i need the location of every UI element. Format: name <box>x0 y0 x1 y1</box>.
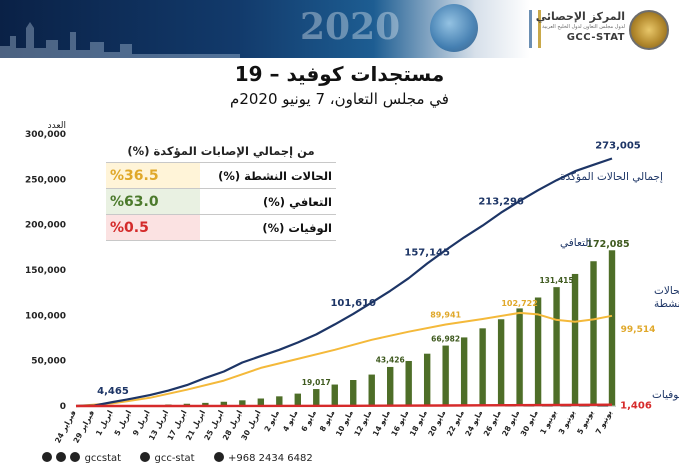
y-tick-label: 0 <box>60 402 66 412</box>
x-tick-label: 3 يونيو <box>557 409 577 436</box>
data-label: 1,406 <box>620 401 652 412</box>
recovered-bar <box>330 383 339 407</box>
social-icons: gccstat <box>42 452 132 464</box>
header-banner: 2020 المركز الإحصائي لدول مجلس التعاون ل… <box>0 0 679 58</box>
table-row-deaths: الوفيات (%) %0.5 <box>106 214 336 241</box>
recovered-bar <box>367 373 376 407</box>
page-subtitle: في مجلس التعاون، 7 يونيو 2020م <box>230 90 449 108</box>
data-label: 101,610 <box>330 298 376 309</box>
banner-year: 2020 <box>300 6 401 48</box>
recovered-bar <box>312 388 321 407</box>
table-header: من إجمالي الإصابات المؤكدة (%) <box>106 140 336 163</box>
data-label: 19,017 <box>302 378 331 387</box>
y-tick-label: 50,000 <box>31 357 66 367</box>
x-tick-label: 8 مايو <box>318 408 337 433</box>
data-label: 273,005 <box>595 140 641 151</box>
data-label: 4,465 <box>97 386 129 397</box>
linkedin-icon[interactable] <box>140 452 151 462</box>
y-tick-label: 150,000 <box>25 266 66 276</box>
table-value: %0.5 <box>106 214 200 241</box>
x-tick-label: 5 يونيو <box>575 409 595 436</box>
x-tick-label: 1 يونيو <box>538 409 558 436</box>
x-tick-label: 4 مايو <box>281 408 300 433</box>
data-label: 131,415 <box>539 276 573 285</box>
page-title: مستجدات كوفيد – 19 <box>234 62 445 86</box>
x-tick-label: 30 مايو <box>519 408 540 437</box>
active-cases-line <box>75 311 613 407</box>
x-tick-label: 2 مايو <box>262 408 281 433</box>
recovered-bar <box>423 353 431 407</box>
series-label: إجمالي الحالات المؤكدة <box>560 171 663 183</box>
series-label: التعافي <box>560 237 591 249</box>
series-label: الحالات <box>654 285 679 297</box>
percentage-table: من إجمالي الإصابات المؤكدة (%) الحالات ا… <box>106 140 336 241</box>
recovered-bar <box>404 360 413 407</box>
handle-gcc-stat[interactable]: gcc-stat <box>154 453 195 464</box>
y-tick-label: 200,000 <box>25 221 66 231</box>
data-label: 89,941 <box>430 310 461 319</box>
recovered-bar <box>293 393 302 407</box>
recovered-bar <box>386 366 395 407</box>
recovered-bar <box>515 307 524 407</box>
logo-mark-icon <box>529 10 541 48</box>
recovered-bar <box>349 379 358 407</box>
y-axis-label: العدد <box>48 121 66 131</box>
data-label: 66,982 <box>431 334 460 343</box>
table-label: الوفيات (%) <box>200 214 336 241</box>
table-row-recovered: التعافي (%) %63.0 <box>106 188 336 215</box>
total-cases-line <box>75 157 613 408</box>
deaths-line <box>76 403 613 408</box>
virus-icon <box>430 4 478 52</box>
recovered-bar <box>552 286 561 407</box>
recovered-bar <box>478 327 487 407</box>
logo-english-text: GCC-STAT <box>566 32 625 43</box>
table-row-active: الحالات النشطة (%) %36.5 <box>106 162 336 189</box>
instagram-icon[interactable] <box>70 452 81 462</box>
y-tick-label: 300,000 <box>25 130 66 140</box>
gcc-emblem-icon <box>629 10 669 50</box>
recovered-bar <box>275 395 284 407</box>
recovered-bar <box>460 336 468 407</box>
logo-subtitle-text: لدول مجلس التعاون لدول الخليج العربية <box>542 24 625 30</box>
data-label: 172,085 <box>586 239 629 250</box>
recovered-bar <box>608 249 616 407</box>
series-label: الوفيات <box>652 389 679 401</box>
recovered-bar <box>589 260 598 407</box>
skyline-graphic <box>0 22 240 58</box>
x-tick-label: 6 مايو <box>299 408 318 433</box>
table-label: الحالات النشطة (%) <box>200 162 336 189</box>
gcc-stat-logo: المركز الإحصائي لدول مجلس التعاون لدول ا… <box>499 4 669 54</box>
series-label: النشطة <box>654 298 679 310</box>
data-label: 43,426 <box>376 356 405 365</box>
table-label: التعافي (%) <box>200 188 336 215</box>
data-label: 213,296 <box>478 197 524 208</box>
x-tick-label: 7 يونيو <box>594 409 614 436</box>
table-value: %36.5 <box>106 162 200 189</box>
recovered-bar <box>441 344 450 407</box>
footer-contacts: gccstat gcc-stat +968 2434 6482 <box>42 452 329 464</box>
y-tick-label: 100,000 <box>25 311 66 321</box>
facebook-icon[interactable] <box>42 452 52 462</box>
table-value: %63.0 <box>106 188 200 215</box>
phone-number: +968 2434 6482 <box>227 453 313 464</box>
data-label: 102,722 <box>501 299 537 308</box>
y-tick-label: 250,000 <box>25 175 66 185</box>
data-label: 157,145 <box>404 248 450 259</box>
twitter-icon[interactable] <box>56 452 67 462</box>
logo-arabic-text: المركز الإحصائي <box>535 10 625 23</box>
data-label: 99,514 <box>621 325 656 335</box>
recovered-bar <box>497 318 505 407</box>
phone-icon <box>213 452 224 462</box>
recovered-bar <box>571 273 579 407</box>
handle-gccstat[interactable]: gccstat <box>84 453 122 464</box>
